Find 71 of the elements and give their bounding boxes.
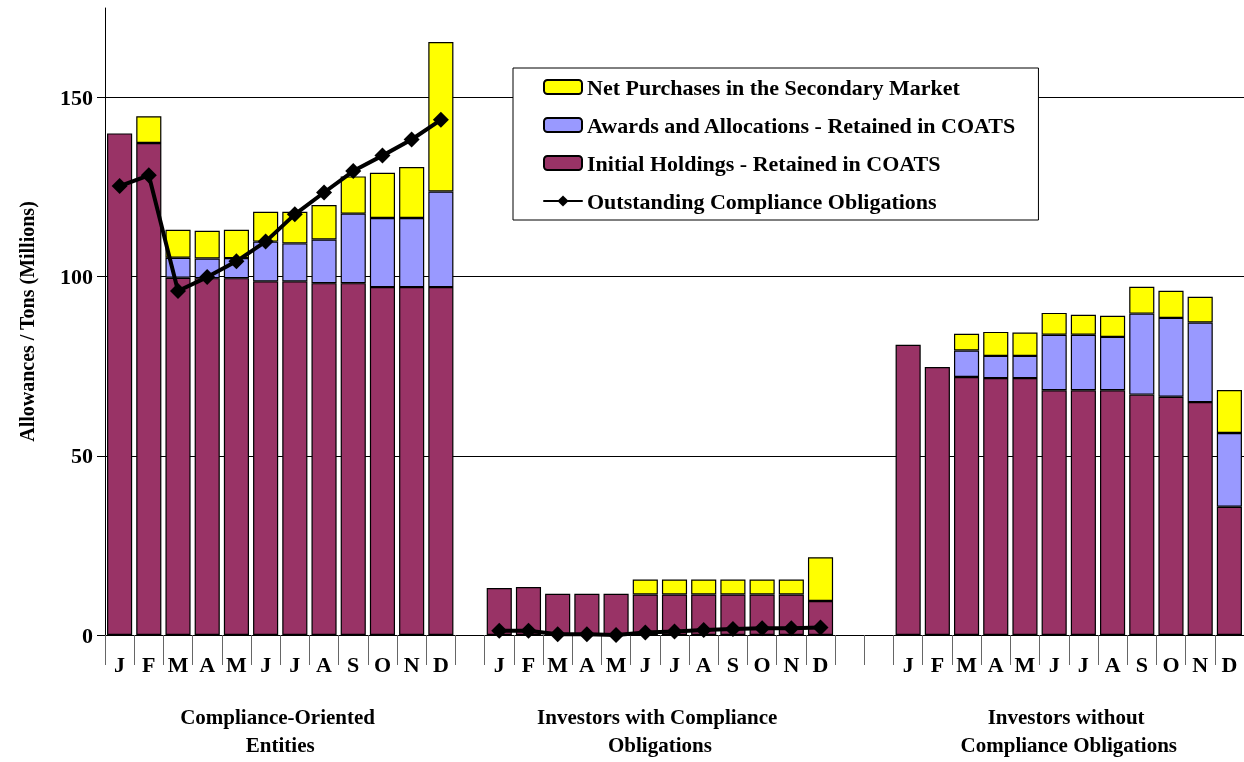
y-tick-label: 50 bbox=[71, 443, 93, 469]
point bbox=[520, 622, 537, 639]
x-tick-label: M bbox=[547, 651, 569, 677]
x-tick-label: N bbox=[403, 651, 420, 677]
x-tick-label: J bbox=[493, 651, 505, 677]
point bbox=[754, 620, 771, 637]
point bbox=[608, 627, 625, 643]
point bbox=[170, 283, 187, 300]
point bbox=[549, 626, 566, 643]
x-tick-label: A bbox=[987, 651, 1004, 677]
x-tick-label: A bbox=[1104, 651, 1121, 677]
x-tick-label: S bbox=[347, 651, 360, 677]
x-tick-label: M bbox=[167, 651, 189, 677]
point bbox=[578, 626, 595, 643]
legend-label: Awards and Allocations - Retained in COATS bbox=[587, 112, 1016, 138]
x-tick-label: O bbox=[1162, 651, 1180, 677]
y-axis-title: Allowances / Tons (Millions) bbox=[16, 201, 39, 442]
point bbox=[666, 623, 683, 640]
point bbox=[432, 111, 449, 128]
point bbox=[374, 147, 391, 164]
text: Compliance-Oriented Entities bbox=[180, 705, 381, 757]
point bbox=[111, 178, 128, 195]
y-tick-label: 0 bbox=[82, 622, 93, 648]
point bbox=[724, 620, 741, 637]
y-tick-label: 100 bbox=[60, 264, 93, 290]
point bbox=[637, 624, 654, 641]
x-tick-label: A bbox=[199, 651, 216, 677]
x-tick-label: J bbox=[114, 651, 126, 677]
y-tick-label: 150 bbox=[60, 85, 93, 111]
x-tick-label: A bbox=[578, 651, 595, 677]
x-tick-label: M bbox=[1014, 651, 1036, 677]
point bbox=[257, 233, 274, 250]
x-tick-label: F bbox=[930, 651, 945, 677]
x-tick-label: O bbox=[373, 651, 392, 677]
x-tick-label: O bbox=[753, 651, 771, 677]
x-tick-label: J bbox=[1048, 651, 1060, 677]
text: Investors without Compliance Obligations bbox=[960, 705, 1177, 757]
x-tick-label: J bbox=[669, 651, 680, 677]
x-tick-label: M bbox=[226, 651, 248, 677]
legend-label: Outstanding Compliance Obligations bbox=[587, 188, 938, 214]
x-tick-label: N bbox=[1192, 651, 1209, 677]
legend-label: Net Purchases in the Secondary Market bbox=[587, 74, 961, 100]
x-tick-label: F bbox=[142, 651, 156, 677]
point bbox=[783, 620, 800, 637]
point bbox=[403, 131, 420, 148]
x-tick-label: M bbox=[605, 651, 627, 677]
x-tick-label: D bbox=[1221, 651, 1238, 677]
x-tick-label: J bbox=[1077, 651, 1089, 677]
x-tick-label: D bbox=[812, 651, 829, 677]
point bbox=[199, 269, 216, 286]
point bbox=[345, 163, 362, 180]
x-tick-label: D bbox=[432, 651, 449, 677]
point bbox=[140, 167, 157, 184]
x-tick-label: S bbox=[1135, 651, 1148, 677]
x-tick-label: A bbox=[695, 651, 712, 677]
x-tick-label: J bbox=[289, 651, 301, 677]
x-tick-label: J bbox=[902, 651, 914, 677]
x-tick-label: F bbox=[521, 651, 536, 677]
x-tick-label: J bbox=[639, 651, 651, 677]
legend-label: Initial Holdings - Retained in COATS bbox=[587, 150, 941, 176]
text: Investors with Compliance Obligations bbox=[537, 705, 783, 757]
x-tick-label: M bbox=[956, 651, 978, 677]
point bbox=[316, 184, 333, 201]
x-tick-label: S bbox=[726, 651, 740, 677]
x-tick-label: N bbox=[783, 651, 800, 677]
point bbox=[286, 206, 303, 223]
point bbox=[812, 619, 829, 636]
x-tick-label: A bbox=[316, 651, 333, 677]
point bbox=[491, 622, 508, 639]
point bbox=[695, 621, 712, 638]
x-tick-label: J bbox=[260, 651, 272, 677]
